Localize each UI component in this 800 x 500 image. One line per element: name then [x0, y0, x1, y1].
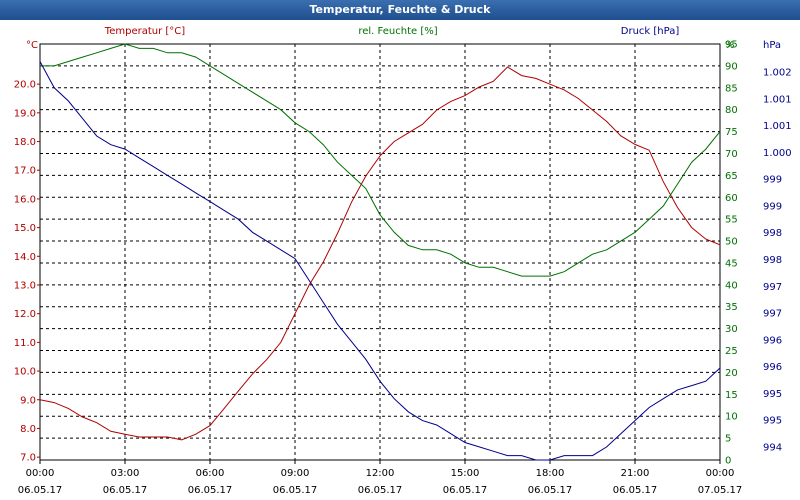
press-axis-label: Druck [hPa]: [621, 26, 680, 37]
hum-tick-label: 60: [725, 193, 738, 204]
temp-unit: °C: [26, 40, 38, 51]
series-lines: [39, 43, 721, 461]
press-tick-label: 995: [763, 416, 782, 427]
temp-tick-label: 12.0: [14, 309, 36, 320]
press-tick-label: 1.001: [763, 94, 792, 105]
press-tick-label: 1.002: [763, 68, 792, 79]
temp-tick-label: 10.0: [14, 367, 36, 378]
temp-axis-label: Temperatur [°C]: [104, 26, 185, 37]
x-tick-date: 06.05.17: [358, 485, 403, 496]
hum-tick-label: 65: [725, 171, 738, 182]
press-tick-label: 997: [763, 309, 782, 320]
temp-tick-label: 19.0: [14, 108, 36, 119]
temp-tick-label: 8.0: [20, 424, 36, 435]
temp-tick-label: 11.0: [14, 338, 36, 349]
temp-tick-label: 15.0: [14, 223, 36, 234]
press-tick-label: 998: [763, 228, 782, 239]
x-tick-date: 06.05.17: [443, 485, 488, 496]
hum-tick-label: 95: [725, 40, 738, 51]
axes: 00:00 06.05.17 03:00 06.05.17 06:00 06.05.17 0…: [14, 26, 792, 496]
hum-axis-label: rel. Feuchte [%]: [358, 26, 437, 37]
press-tick-label: 998: [763, 255, 782, 266]
hum-tick-label: 15: [725, 390, 738, 401]
hum-tick-label: 85: [725, 83, 738, 94]
hum-tick-label: 0: [725, 456, 731, 467]
grid: [39, 43, 721, 464]
press-tick-label: 1.000: [763, 148, 792, 159]
x-tick-time: 03:00: [111, 468, 140, 479]
press-tick-label: 999: [763, 201, 782, 212]
press-tick-label: 999: [763, 175, 782, 186]
x-tick-time: 06:00: [196, 468, 225, 479]
series-press-line: [39, 61, 721, 461]
press-tick-label: 1.001: [763, 121, 792, 132]
x-tick-date: 06.05.17: [528, 485, 573, 496]
press-tick-label: 997: [763, 282, 782, 293]
hum-tick-label: 30: [725, 324, 738, 335]
hum-tick-label: 50: [725, 237, 738, 248]
x-tick-date: 06.05.17: [18, 485, 63, 496]
x-tick-date: 06.05.17: [188, 485, 233, 496]
hum-tick-label: 45: [725, 258, 738, 269]
press-unit: hPa: [763, 40, 781, 51]
hum-tick-label: 55: [725, 215, 738, 226]
x-tick-time: 18:00: [536, 468, 565, 479]
temp-tick-label: 17.0: [14, 166, 36, 177]
x-tick-time: 15:00: [451, 468, 480, 479]
temp-tick-label: 20.0: [14, 80, 36, 91]
temp-tick-label: 13.0: [14, 280, 36, 291]
hum-tick-label: 40: [725, 280, 738, 291]
x-tick-time: 00:00: [26, 468, 55, 479]
hum-tick-label: 70: [725, 149, 738, 160]
x-tick-date: 06.05.17: [613, 485, 658, 496]
temp-tick-label: 7.0: [20, 453, 36, 464]
temp-tick-label: 18.0: [14, 137, 36, 148]
hum-tick-label: 80: [725, 105, 738, 116]
x-tick-date: 06.05.17: [273, 485, 318, 496]
hum-tick-label: 75: [725, 127, 738, 138]
series-hum-line: [40, 43, 721, 277]
press-tick-label: 996: [763, 335, 782, 346]
hum-tick-label: 5: [725, 434, 731, 445]
hum-tick-label: 25: [725, 346, 738, 357]
temp-tick-label: 16.0: [14, 194, 36, 205]
x-tick-time: 09:00: [281, 468, 310, 479]
hum-tick-label: 35: [725, 302, 738, 313]
x-tick-date: 07.05.17: [698, 485, 743, 496]
x-tick-time: 00:00: [706, 468, 735, 479]
hum-unit: %: [725, 40, 735, 51]
x-tick-date: 06.05.17: [103, 485, 148, 496]
window-title: Temperatur, Feuchte & Druck: [0, 0, 800, 20]
x-tick-time: 12:00: [366, 468, 395, 479]
temp-tick-label: 14.0: [14, 252, 36, 263]
hum-tick-label: 10: [725, 412, 738, 423]
x-tick-time: 21:00: [621, 468, 650, 479]
press-tick-label: 994: [763, 443, 782, 454]
series-temp-line: [39, 66, 721, 441]
hum-tick-label: 90: [725, 61, 738, 72]
press-tick-label: 995: [763, 389, 782, 400]
temp-tick-label: 9.0: [20, 395, 36, 406]
hum-tick-label: 20: [725, 368, 738, 379]
press-tick-label: 996: [763, 362, 782, 373]
